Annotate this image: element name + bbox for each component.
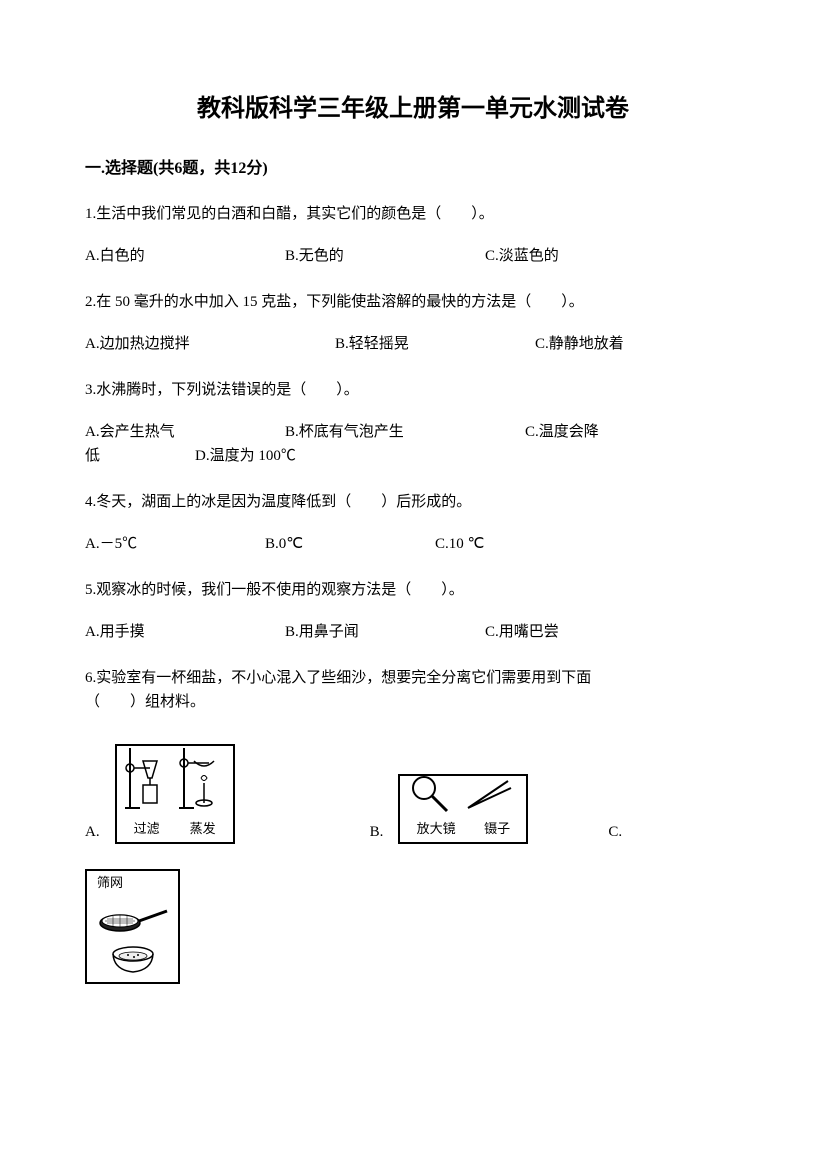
q4-option-c: C.10 ℃ bbox=[435, 532, 484, 556]
q4-text: 4.冬天，湖面上的冰是因为温度降低到（ ）后形成的。 bbox=[85, 490, 741, 514]
q6-text-line2: （ ）组材料。 bbox=[85, 690, 741, 714]
q3-option-c-tail: 低 bbox=[85, 444, 115, 468]
q2-option-a: A.边加热边搅拌 bbox=[85, 332, 335, 356]
q3-option-d: D.温度为 100℃ bbox=[195, 444, 296, 468]
q6-figure-c-icons bbox=[87, 896, 178, 982]
q2-text: 2.在 50 毫升的水中加入 15 克盐，下列能使盐溶解的最快的方法是（ ）。 bbox=[85, 290, 741, 314]
q6-figure-a-label-1: 过滤 bbox=[134, 819, 160, 840]
bowl-icon bbox=[108, 942, 158, 977]
q6-figure-b: 放大镜 镊子 bbox=[398, 774, 528, 844]
q6-option-b-letter: B. bbox=[370, 820, 384, 844]
q6-figure-row-1: A. bbox=[85, 744, 741, 844]
q6-figure-a: 过滤 蒸发 bbox=[115, 744, 235, 844]
q5-option-a: A.用手摸 bbox=[85, 620, 285, 644]
q6-figure-a-icons bbox=[117, 739, 233, 817]
q6-figure-c-label: 筛网 bbox=[87, 871, 178, 896]
question-6: 6.实验室有一杯细盐，不小心混入了些细沙，想要完全分离它们需要用到下面 （ ）组… bbox=[85, 666, 741, 984]
q3-option-b: B.杯底有气泡产生 bbox=[285, 420, 525, 444]
magnifier-icon bbox=[409, 773, 454, 813]
q4-option-b: B.0℃ bbox=[265, 532, 435, 556]
question-2: 2.在 50 毫升的水中加入 15 克盐，下列能使盐溶解的最快的方法是（ ）。 … bbox=[85, 290, 741, 356]
q6-figure-c: 筛网 bbox=[85, 869, 180, 984]
q6-figure-row-2: 筛网 bbox=[85, 869, 741, 984]
q2-option-c: C.静静地放着 bbox=[535, 332, 624, 356]
q1-options: A.白色的 B.无色的 C.淡蓝色的 bbox=[85, 244, 741, 268]
question-3: 3.水沸腾时，下列说法错误的是（ ）。 A.会产生热气 B.杯底有气泡产生 C.… bbox=[85, 378, 741, 468]
question-4: 4.冬天，湖面上的冰是因为温度降低到（ ）后形成的。 A.－5℃ B.0℃ C.… bbox=[85, 490, 741, 556]
q3-text: 3.水沸腾时，下列说法错误的是（ ）。 bbox=[85, 378, 741, 402]
q6-figure-b-label-1: 放大镜 bbox=[417, 819, 456, 840]
q6-option-c-letter: C. bbox=[608, 820, 622, 844]
q1-option-c: C.淡蓝色的 bbox=[485, 244, 685, 268]
q5-option-b: B.用鼻子闻 bbox=[285, 620, 485, 644]
q6-figure-a-label-2: 蒸发 bbox=[190, 819, 216, 840]
tweezers-icon bbox=[463, 773, 518, 813]
q3-options: A.会产生热气 B.杯底有气泡产生 C.温度会降 低 D.温度为 100℃ bbox=[85, 420, 741, 468]
q4-options: A.－5℃ B.0℃ C.10 ℃ bbox=[85, 532, 741, 556]
sieve-icon bbox=[95, 901, 170, 941]
q5-options: A.用手摸 B.用鼻子闻 C.用嘴巴尝 bbox=[85, 620, 741, 644]
q5-option-c: C.用嘴巴尝 bbox=[485, 620, 685, 644]
q4-option-a: A.－5℃ bbox=[85, 532, 265, 556]
q1-option-a: A.白色的 bbox=[85, 244, 285, 268]
q6-text-line1: 6.实验室有一杯细盐，不小心混入了些细沙，想要完全分离它们需要用到下面 bbox=[85, 666, 741, 690]
q5-text: 5.观察冰的时候，我们一般不使用的观察方法是（ ）。 bbox=[85, 578, 741, 602]
q6-figure-b-icons bbox=[400, 769, 526, 817]
q2-options: A.边加热边搅拌 B.轻轻摇晃 C.静静地放着 bbox=[85, 332, 741, 356]
q1-text: 1.生活中我们常见的白酒和白醋，其实它们的颜色是（ ）。 bbox=[85, 202, 741, 226]
question-1: 1.生活中我们常见的白酒和白醋，其实它们的颜色是（ ）。 A.白色的 B.无色的… bbox=[85, 202, 741, 268]
q6-figure-b-labels: 放大镜 镊子 bbox=[400, 817, 526, 842]
q1-option-b: B.无色的 bbox=[285, 244, 485, 268]
filter-apparatus-icon bbox=[125, 743, 170, 813]
page-title: 教科版科学三年级上册第一单元水测试卷 bbox=[85, 90, 741, 128]
q3-option-c: C.温度会降 bbox=[525, 420, 741, 444]
q6-figure-a-labels: 过滤 蒸发 bbox=[117, 817, 233, 842]
question-5: 5.观察冰的时候，我们一般不使用的观察方法是（ ）。 A.用手摸 B.用鼻子闻 … bbox=[85, 578, 741, 644]
evaporation-apparatus-icon bbox=[179, 743, 224, 813]
q6-figures: A. bbox=[85, 744, 741, 984]
q3-option-a: A.会产生热气 bbox=[85, 420, 285, 444]
q2-option-b: B.轻轻摇晃 bbox=[335, 332, 535, 356]
q6-figure-b-label-2: 镊子 bbox=[484, 819, 510, 840]
section-1-header: 一.选择题(共6题，共12分) bbox=[85, 156, 741, 182]
q6-option-a-letter: A. bbox=[85, 820, 100, 844]
